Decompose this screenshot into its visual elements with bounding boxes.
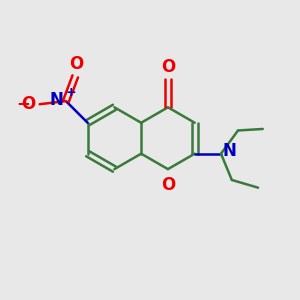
Text: N: N bbox=[50, 91, 64, 109]
Text: O: O bbox=[161, 176, 175, 194]
Text: −: − bbox=[16, 94, 30, 112]
Text: N: N bbox=[223, 142, 236, 160]
Text: O: O bbox=[70, 56, 84, 74]
Text: +: + bbox=[66, 86, 76, 99]
Text: O: O bbox=[161, 58, 175, 76]
Text: O: O bbox=[21, 95, 35, 113]
